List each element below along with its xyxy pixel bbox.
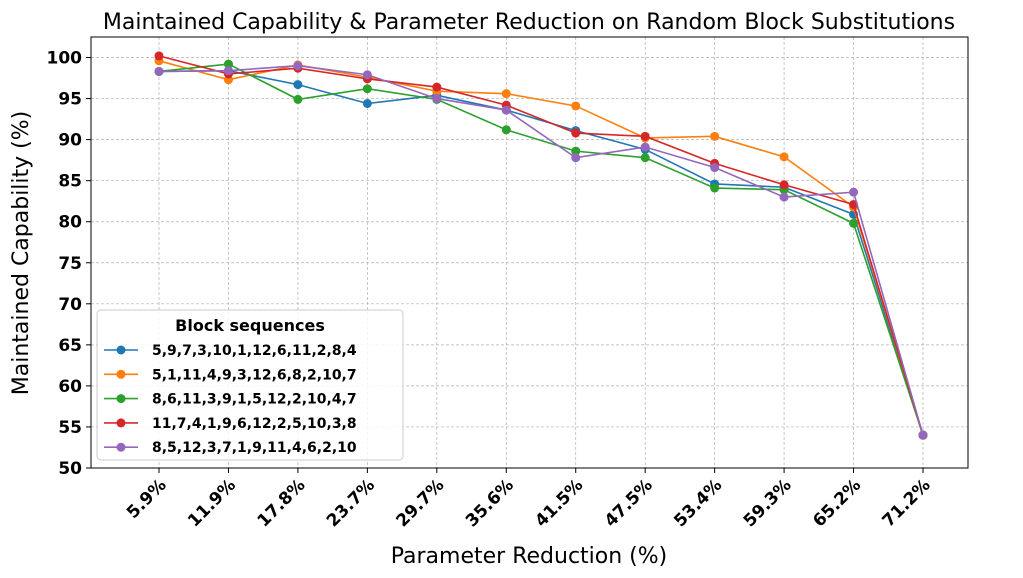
data-point — [779, 152, 789, 162]
x-tick-label: 47.5% — [601, 475, 657, 531]
y-tick-label: 65 — [58, 336, 82, 356]
legend-marker — [116, 369, 126, 379]
legend-item: 8,5,12,3,7,1,9,11,4,6,2,10 — [104, 440, 357, 456]
data-point — [571, 128, 581, 138]
series-line — [158, 60, 924, 436]
x-tick-label: 53.4% — [670, 475, 726, 531]
series-line — [158, 55, 924, 436]
legend-label: 5,1,11,4,9,3,12,6,8,2,10,7 — [152, 367, 357, 383]
data-point — [362, 70, 372, 80]
legend-label: 5,9,7,3,10,1,12,6,11,2,8,4 — [152, 343, 357, 359]
series-5 — [154, 61, 928, 440]
y-tick-label: 100 — [47, 49, 83, 69]
y-tick-label: 90 — [58, 131, 82, 151]
data-point — [501, 125, 511, 135]
data-point — [293, 94, 303, 104]
data-point — [918, 430, 928, 440]
x-tick-label: 17.8% — [254, 475, 310, 531]
x-tick-label: 5.9% — [123, 475, 170, 522]
data-point — [501, 89, 511, 99]
series-line — [158, 64, 924, 436]
y-tick-label: 80 — [58, 213, 82, 233]
legend-marker — [116, 345, 126, 355]
data-point — [154, 51, 164, 61]
legend-item: 5,1,11,4,9,3,12,6,8,2,10,7 — [104, 367, 357, 383]
y-tick-label: 95 — [58, 90, 82, 110]
y-tick-label: 60 — [58, 377, 82, 397]
data-point — [432, 94, 442, 104]
data-point — [362, 84, 372, 94]
x-tick-label: 29.7% — [393, 475, 449, 531]
legend-label: 11,7,4,1,9,6,12,2,5,10,3,8 — [152, 416, 357, 432]
data-point — [501, 105, 511, 115]
series-layer — [154, 51, 928, 440]
series-line — [158, 69, 924, 436]
x-axis-label: Parameter Reduction (%) — [391, 544, 668, 569]
legend-label: 8,6,11,3,9,1,5,12,2,10,4,7 — [152, 392, 357, 408]
data-point — [779, 180, 789, 190]
x-tick-label: 23.7% — [323, 475, 379, 531]
data-point — [710, 163, 720, 173]
data-point — [640, 153, 650, 163]
legend-item: 8,6,11,3,9,1,5,12,2,10,4,7 — [104, 392, 357, 408]
x-tick-label: 41.5% — [531, 475, 587, 531]
data-point — [779, 192, 789, 202]
data-point — [293, 80, 303, 90]
data-point — [154, 66, 164, 76]
x-tick-label: 59.3% — [740, 475, 796, 531]
legend-item: 5,9,7,3,10,1,12,6,11,2,8,4 — [104, 343, 357, 359]
data-point — [710, 131, 720, 141]
y-tick-label: 50 — [58, 459, 82, 479]
data-point — [571, 153, 581, 163]
y-tick-label: 85 — [58, 172, 82, 192]
data-point — [640, 142, 650, 152]
legend-title: Block sequences — [175, 316, 325, 335]
data-point — [223, 66, 233, 76]
data-point — [571, 101, 581, 111]
legend: Block sequences 5,9,7,3,10,1,12,6,11,2,8… — [96, 309, 404, 461]
legend-items: 5,9,7,3,10,1,12,6,11,2,8,4 5,1,11,4,9,3,1… — [104, 343, 357, 456]
data-point — [640, 131, 650, 141]
data-point — [849, 218, 859, 228]
legend-box — [96, 309, 404, 461]
x-tick-label: 71.2% — [879, 475, 935, 531]
legend-marker — [116, 394, 126, 404]
data-point — [571, 146, 581, 156]
legend-label: 8,5,12,3,7,1,9,11,4,6,2,10 — [152, 440, 357, 456]
x-tick-label: 35.6% — [462, 475, 518, 531]
data-point — [710, 183, 720, 193]
data-point — [223, 59, 233, 69]
chart-title: Maintained Capability & Parameter Reduct… — [103, 10, 955, 35]
plot-frame — [90, 36, 969, 469]
legend-marker — [116, 418, 126, 428]
x-tick-label: 11.9% — [184, 475, 240, 531]
data-point — [293, 61, 303, 71]
data-point — [849, 187, 859, 197]
y-tick-label: 75 — [58, 254, 82, 274]
legend-marker — [116, 442, 126, 452]
x-axis-ticks: 5.9% 11.9% 17.8% 23.7% 29.7% 35.6% 41.5% 47.5% 5… — [123, 468, 935, 531]
legend-item: 11,7,4,1,9,6,12,2,5,10,3,8 — [104, 416, 357, 432]
y-axis-ticks: 50 55 60 65 70 75 80 85 90 95 100 — [47, 49, 91, 479]
series-line — [158, 63, 924, 436]
y-tick-label: 70 — [58, 295, 82, 315]
y-tick-label: 55 — [58, 418, 82, 438]
x-tick-label: 65.2% — [809, 475, 865, 531]
data-point — [432, 82, 442, 92]
data-point — [362, 98, 372, 108]
y-axis-label: Maintained Capability (%) — [9, 111, 34, 395]
